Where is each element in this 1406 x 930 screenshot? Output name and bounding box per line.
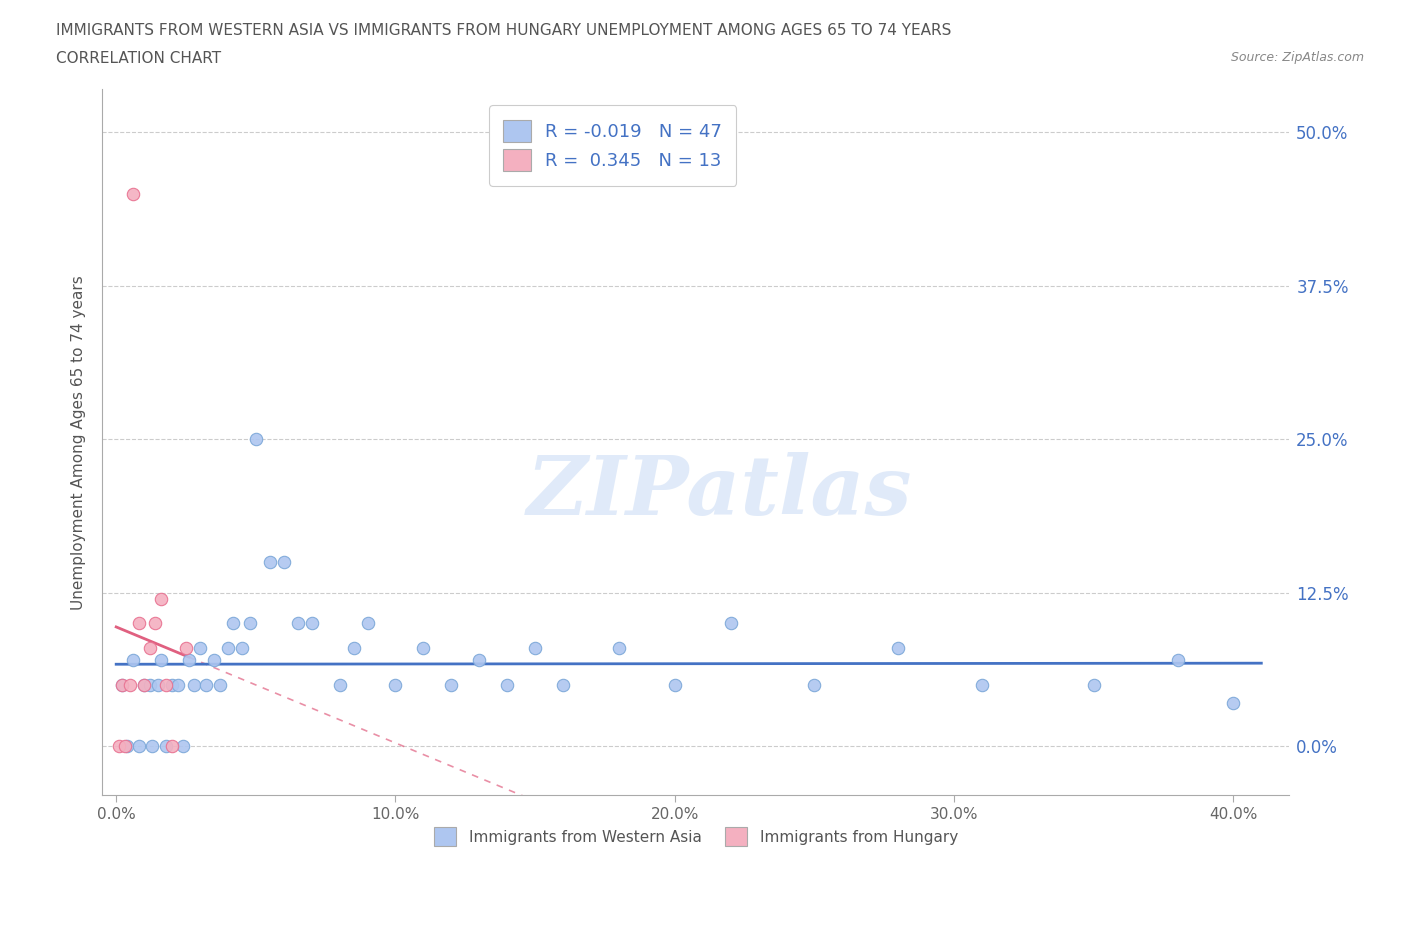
Point [287,616,309,631]
Point [239,616,262,631]
Point [122,186,145,201]
Point [155,738,177,753]
Point [120,677,142,692]
Point [384,677,406,692]
Point [273,554,295,569]
Point [231,641,253,656]
Point [132,677,155,692]
Point [132,677,155,692]
Point [440,677,463,692]
Point [208,677,231,692]
Point [128,738,150,753]
Point [149,653,172,668]
Point [607,641,630,656]
Point [166,677,188,692]
Point [128,616,150,631]
Point [222,616,245,631]
Point [329,677,352,692]
Point [496,677,519,692]
Point [183,677,205,692]
Y-axis label: Unemployment Among Ages 65 to 74 years: Unemployment Among Ages 65 to 74 years [72,275,86,610]
Point [551,677,574,692]
Point [160,738,183,753]
Point [1083,677,1105,692]
Point [172,738,194,753]
Point [138,641,160,656]
Text: Source: ZipAtlas.com: Source: ZipAtlas.com [1230,51,1364,64]
Point [114,738,136,753]
Point [217,641,239,656]
Point [202,653,225,668]
Point [412,641,434,656]
Point [160,677,183,692]
Point [970,677,993,692]
Point [111,677,134,692]
Point [143,616,166,631]
Point [146,677,169,692]
Point [259,554,281,569]
Point [108,738,131,753]
Point [194,677,217,692]
Point [141,738,163,753]
Text: ZIPatlas: ZIPatlas [527,452,912,532]
Point [720,616,742,631]
Text: CORRELATION CHART: CORRELATION CHART [56,51,221,66]
Point [468,653,491,668]
Point [122,653,145,668]
Point [356,616,378,631]
Legend: Immigrants from Western Asia, Immigrants from Hungary: Immigrants from Western Asia, Immigrants… [422,815,970,858]
Point [342,641,364,656]
Point [803,677,825,692]
Point [1167,653,1189,668]
Point [524,641,547,656]
Point [1222,696,1244,711]
Point [188,641,211,656]
Point [887,641,910,656]
Point [177,653,200,668]
Point [664,677,686,692]
Point [155,677,177,692]
Text: IMMIGRANTS FROM WESTERN ASIA VS IMMIGRANTS FROM HUNGARY UNEMPLOYMENT AMONG AGES : IMMIGRANTS FROM WESTERN ASIA VS IMMIGRAN… [56,23,952,38]
Point [111,677,134,692]
Point [174,641,197,656]
Point [149,591,172,606]
Point [138,677,160,692]
Point [245,432,267,446]
Point [117,738,139,753]
Point [301,616,323,631]
